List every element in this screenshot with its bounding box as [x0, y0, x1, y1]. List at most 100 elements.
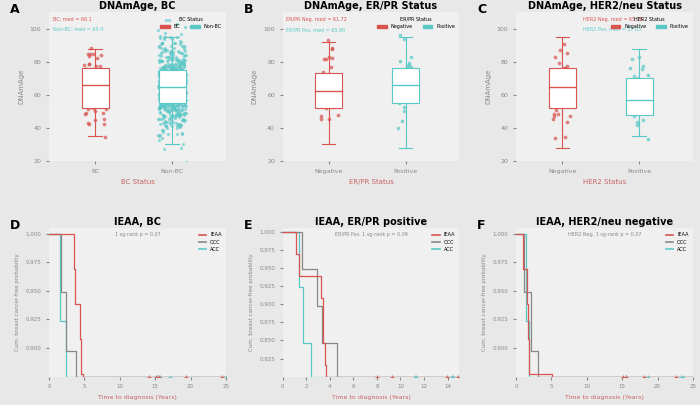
Point — [171, 111, 182, 117]
Point — [157, 85, 168, 91]
Point — [163, 75, 174, 82]
Point — [158, 115, 169, 122]
Point — [163, 89, 174, 96]
Point — [169, 88, 180, 94]
Text: D: D — [10, 219, 20, 232]
Point — [172, 77, 183, 83]
Point — [399, 104, 410, 110]
Point — [159, 30, 170, 36]
Point — [550, 107, 561, 113]
Point — [409, 97, 420, 104]
Point — [153, 52, 164, 59]
Title: DNAmAge, HER2/neu Status: DNAmAge, HER2/neu Status — [528, 1, 682, 11]
Legend: Negative, Positive: Negative, Positive — [609, 15, 691, 31]
Point — [159, 117, 170, 124]
Y-axis label: DNAmAge: DNAmAge — [485, 69, 491, 104]
Point — [162, 98, 174, 105]
Point — [175, 64, 186, 71]
Point — [400, 79, 412, 85]
Point — [162, 79, 174, 85]
Point — [166, 123, 177, 129]
Point — [160, 45, 171, 51]
Point — [159, 102, 170, 109]
Point — [631, 89, 642, 95]
Bar — [82, 68, 108, 108]
Point — [554, 60, 565, 66]
Point — [171, 70, 182, 77]
Point — [172, 77, 183, 83]
Point — [80, 91, 91, 98]
Point — [638, 87, 650, 93]
Point — [180, 77, 191, 83]
Point — [164, 67, 176, 73]
Point — [155, 84, 167, 90]
Point — [92, 88, 104, 94]
Point — [163, 68, 174, 74]
Point — [180, 24, 191, 30]
Point — [82, 66, 93, 73]
Point — [162, 89, 173, 96]
Point — [175, 89, 186, 96]
Point — [154, 68, 165, 75]
Point — [172, 96, 183, 102]
Point — [158, 93, 169, 100]
Point — [177, 94, 188, 100]
Point — [156, 58, 167, 64]
Point — [174, 99, 185, 106]
Point — [174, 97, 186, 104]
Point — [161, 73, 172, 79]
Point — [167, 78, 178, 85]
Point — [169, 45, 180, 51]
Point — [315, 113, 326, 119]
Point — [328, 104, 339, 111]
Point — [321, 101, 332, 108]
Point — [177, 56, 188, 62]
Bar — [549, 68, 575, 108]
Point — [630, 109, 641, 116]
Point — [167, 98, 178, 105]
Point — [165, 67, 176, 73]
Point — [172, 87, 183, 94]
Point — [323, 53, 335, 60]
Point — [553, 96, 564, 103]
Point — [323, 92, 334, 98]
Y-axis label: DNAmAge: DNAmAge — [252, 69, 258, 104]
Point — [638, 86, 650, 93]
Point — [86, 87, 97, 94]
Point — [164, 17, 175, 23]
Point — [98, 110, 109, 116]
Point — [162, 107, 173, 114]
Point — [554, 81, 565, 87]
Point — [633, 75, 644, 82]
Point — [164, 62, 176, 68]
Point — [177, 117, 188, 123]
Point — [172, 89, 183, 96]
Point — [162, 118, 173, 125]
Point — [169, 65, 180, 71]
Legend: IEAA, OCC, ACC: IEAA, OCC, ACC — [430, 230, 457, 254]
Point — [550, 101, 561, 107]
Point — [160, 84, 172, 91]
Point — [178, 141, 189, 147]
Point — [552, 111, 564, 117]
Point — [169, 105, 180, 111]
Point — [626, 56, 638, 62]
Point — [559, 40, 570, 47]
Point — [172, 20, 183, 27]
Point — [83, 74, 94, 81]
Point — [178, 61, 190, 68]
Point — [172, 112, 183, 119]
Point — [165, 72, 176, 79]
Point — [167, 96, 178, 103]
Point — [101, 75, 112, 82]
Point — [171, 85, 182, 91]
Point — [162, 101, 173, 108]
Point — [547, 80, 559, 86]
Point — [164, 96, 175, 102]
Point — [164, 96, 175, 102]
Point — [162, 108, 174, 115]
Point — [177, 43, 188, 49]
Point — [158, 94, 169, 100]
Point — [172, 87, 183, 94]
Point — [548, 95, 559, 101]
